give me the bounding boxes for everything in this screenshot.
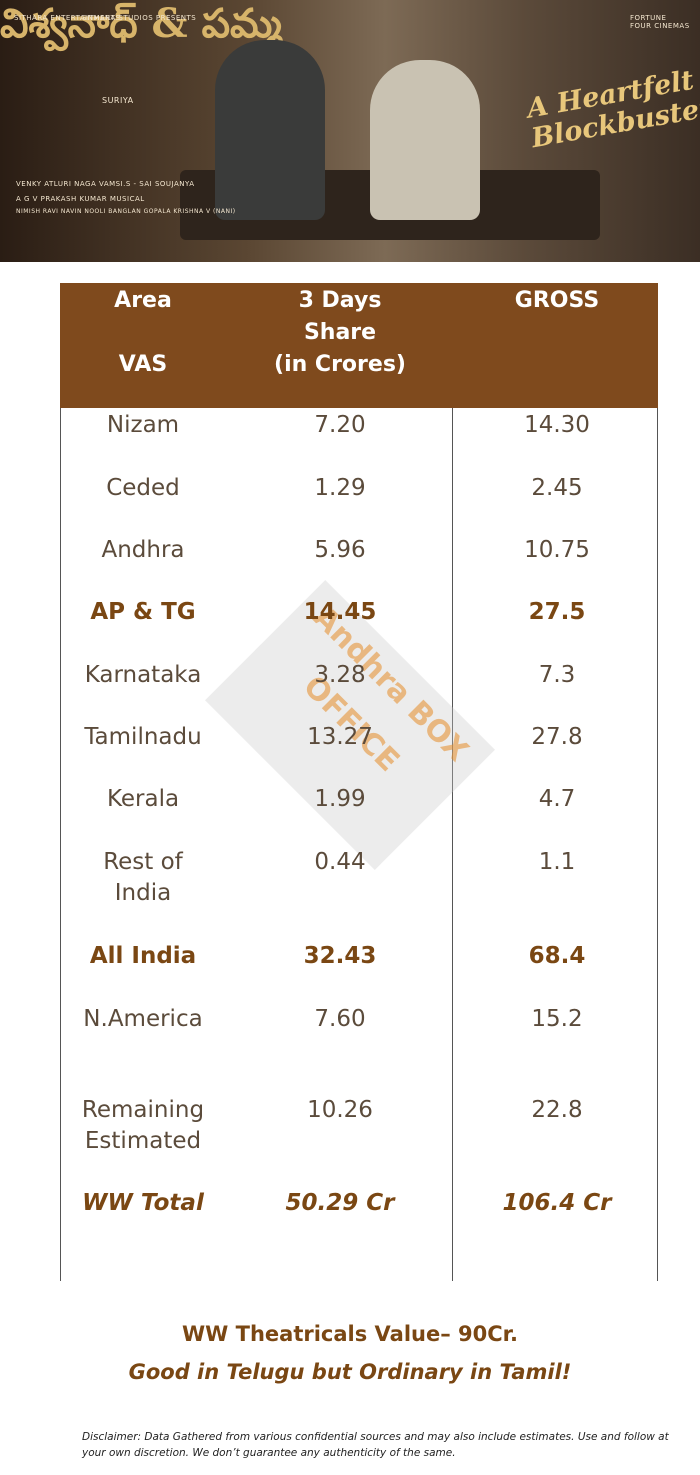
star: SURIYA [102,96,134,105]
table-cell: 50.29 Cr [285,1190,395,1216]
table-cell: 10.75 [524,537,590,563]
table-cell: Karnataka [84,662,202,688]
logo: FORTUNE FOUR CINEMAS [630,14,690,30]
table-cell: 2.45 [531,475,583,501]
table-cell: 1.1 [538,849,576,875]
table-cell: 15.2 [531,1006,583,1032]
header-cell: GROSS [514,288,600,313]
table-cell: Kerala [106,786,180,812]
table-cell: N.America [83,1006,203,1032]
table-cell: 32.43 [303,943,377,969]
table-cell: 0.44 [314,849,366,875]
table-cell: 4.7 [538,786,576,812]
table-cell: Tamilnadu [84,724,202,750]
logo: SITHARA STUDIOS PRESENTS [82,14,197,22]
credits: NIMISH RAVI NAVIN NOOLI BANGLAN GOPALA K… [16,208,236,215]
table-cell: 5.96 [314,537,366,563]
table-cell: 14.30 [524,412,590,438]
table-cell: 27.5 [528,599,586,625]
table-cell: Andhra [101,537,185,563]
table-cell: 27.8 [531,724,583,750]
table-cell: 106.4 Cr [502,1190,612,1216]
figure [215,40,325,220]
table-cell: 7.20 [314,412,366,438]
note: WW Theatricals Value– 90Cr. [182,1322,518,1346]
table-cell: 7.60 [314,1006,366,1032]
table-cell: All India [89,943,197,969]
table-cell: 10.26 [307,1097,373,1123]
table-cell: 3.28 [314,662,366,688]
disclaimer: Disclaimer: Data Gathered from various c… [82,1431,669,1459]
note: Good in Telugu but Ordinary in Tamil! [128,1360,572,1384]
table-cell: Ceded [106,475,180,501]
column-divider [452,408,453,1281]
table-cell: Remaining Estimated [81,1097,205,1154]
table-cell: 1.99 [314,786,366,812]
table-cell: 7.3 [538,662,576,688]
poster: SITHARA ENTERTAINMENTS SITHARA STUDIOS P… [0,0,700,262]
table-cell: WW Total [82,1190,204,1216]
credits: A G V PRAKASH KUMAR MUSICAL [16,195,145,203]
tagline: A Heartfelt Blockbuster [524,64,700,155]
table-cell: AP & TG [90,599,196,625]
credits: VENKY ATLURI NAGA VAMSI.S - SAI SOUJANYA [16,180,195,188]
table-cell: 22.8 [531,1097,583,1123]
table-cell: Rest of India [103,849,183,906]
table-header [60,283,658,408]
table-cell: 14.45 [303,599,377,625]
table [60,283,658,1281]
table-cell: 13.27 [307,724,373,750]
figure [370,60,480,220]
logo: SITHARA ENTERTAINMENTS [14,14,121,22]
poster-title: విశ్వనాధ్ & పమ్మ [0,0,282,47]
header-cell: 3 Days Share (in Crores) [274,288,406,377]
table-cell: Nizam [106,412,180,438]
table-cell: 1.29 [314,475,366,501]
table-cell: 68.4 [528,943,586,969]
header-cell: Area VAS [114,288,172,377]
